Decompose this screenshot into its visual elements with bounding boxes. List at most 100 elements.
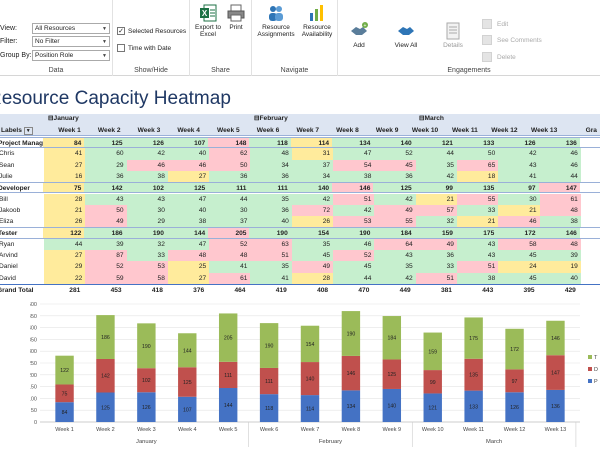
resource-row[interactable]: Jakoob 21 50 30 40 30 36 72 42 49 57 33 21 48 xyxy=(0,204,600,217)
collapse-icon[interactable]: ⊟ xyxy=(48,115,54,122)
heatmap-cell: 39 xyxy=(539,250,581,262)
heatmap-cell: 36 xyxy=(209,170,251,183)
week-header-cell: Week 5 xyxy=(217,127,240,134)
resource-row[interactable]: Arvind 27 87 33 48 48 51 45 52 43 36 43 45 39 xyxy=(0,250,600,262)
add-button[interactable]: + Add xyxy=(344,22,374,49)
handshake-icon xyxy=(398,27,414,35)
heatmap-cell: 18 xyxy=(456,170,499,183)
bar-segment xyxy=(300,362,320,396)
heatmap-cell: 134 xyxy=(332,138,374,148)
heatmap-cell: 55 xyxy=(374,216,416,228)
collapse-icon[interactable]: ⊟ xyxy=(419,115,425,122)
heatmap-cell: 122 xyxy=(43,228,85,238)
heatmap-cell: 133 xyxy=(455,138,498,148)
view-all-button[interactable]: View All xyxy=(390,22,422,49)
data-label: 154 xyxy=(306,342,315,348)
resource-row[interactable]: Sean 27 29 46 46 50 34 37 54 45 35 65 43 46 xyxy=(0,159,600,171)
data-label: 125 xyxy=(183,380,192,386)
print-label: Print xyxy=(229,24,243,31)
resource-availability-button[interactable]: Resource Availability xyxy=(298,4,336,38)
heatmap-cell: 43 xyxy=(456,238,499,250)
heatmap-cell: 33 xyxy=(126,250,168,262)
heatmap-cell: 26 xyxy=(44,216,86,228)
heatmap-cell: 51 xyxy=(415,272,457,284)
delete-button[interactable]: Delete xyxy=(482,52,516,62)
heatmap-cell: 159 xyxy=(414,228,456,238)
month-header-row: ⊟January ⊟February ⊟March xyxy=(0,114,600,126)
month-header-january[interactable]: ⊟January xyxy=(48,114,79,122)
role-group-row[interactable]: Developer 75 142 102 125 111 111 140 146 125 99 135… xyxy=(0,182,600,194)
resource-row[interactable]: Julie 16 36 38 27 36 36 34 38 36 42 18 41 44 xyxy=(0,170,600,183)
heatmap-cell: 190 xyxy=(125,228,167,238)
bar-segment xyxy=(546,355,565,390)
details-button[interactable]: Details xyxy=(438,22,468,49)
print-button[interactable]: Print xyxy=(224,4,248,31)
heatmap-cell: 25 xyxy=(167,261,210,273)
heatmap-cell: 43 xyxy=(456,250,499,262)
bar-segment xyxy=(218,361,238,389)
bar-segment xyxy=(423,332,442,371)
view-select[interactable]: All Resources ▼ xyxy=(32,23,110,34)
checkbox-checked[interactable]: ✓ xyxy=(117,27,125,35)
x-tick-label: Week 5 xyxy=(219,427,238,433)
heatmap-cell: 21 xyxy=(498,204,540,217)
role-group-row[interactable]: Project Manager8412512610714811811413414… xyxy=(0,137,600,149)
navigate-group-label: Navigate xyxy=(280,67,309,74)
heatmap-cell: 75 xyxy=(43,183,85,193)
heatmap-cell: 44 xyxy=(333,272,375,284)
heatmap-cell: 44 xyxy=(415,148,457,160)
data-label: 84 xyxy=(62,410,68,416)
bar-segment xyxy=(341,390,361,422)
heatmap-cell: 136 xyxy=(538,138,580,148)
x-tick-label: Week 8 xyxy=(342,427,361,433)
collapse-icon[interactable]: ⊟ xyxy=(254,115,260,122)
role-group-row[interactable]: Tester1221861901442051901541901841591751… xyxy=(0,227,600,239)
heatmap-cell: 49 xyxy=(374,204,416,217)
heatmap-cell: 46 xyxy=(333,238,375,250)
heatmap-cell: 72 xyxy=(291,204,334,217)
filter-select[interactable]: No Filter ▼ xyxy=(32,36,110,47)
heatmap-cell: 32 xyxy=(126,238,168,250)
data-label: 142 xyxy=(101,374,110,380)
time-with-date-checkbox[interactable]: Time with Date xyxy=(117,44,171,52)
selected-resources-label: Selected Resources xyxy=(128,27,187,35)
filter-dropdown-icon[interactable]: ▼ xyxy=(23,127,33,135)
y-tick-label: 0 xyxy=(34,420,37,426)
export-excel-button[interactable]: X Export to Excel xyxy=(192,4,224,38)
resource-row[interactable]: Ryan 44 39 32 47 52 63 35 46 64 49 43 58 48 xyxy=(0,238,600,250)
printer-icon xyxy=(227,4,245,22)
chart-svg: 0 50 100 150 200 250 300 350 400 450 500 84 75 122 Wee… xyxy=(28,302,598,447)
data-label: 144 xyxy=(224,403,233,409)
month-header-february[interactable]: ⊟February xyxy=(254,114,288,122)
selected-resources-checkbox[interactable]: ✓ Selected Resources xyxy=(117,27,186,35)
heatmap-cell: 28 xyxy=(44,193,86,205)
labels-header[interactable]: Labels ▼ xyxy=(0,125,44,135)
bar-segment xyxy=(546,389,565,422)
month-header-march[interactable]: ⊟March xyxy=(419,114,444,122)
bar-segment xyxy=(137,323,156,369)
heatmap-cell: 49 xyxy=(85,216,127,228)
checkbox-unchecked[interactable] xyxy=(117,44,125,52)
row-label: Arvind xyxy=(0,252,18,259)
legend-swatch xyxy=(588,379,592,383)
groupby-select[interactable]: Position Role ▼ xyxy=(32,50,110,61)
data-label: 126 xyxy=(142,405,151,411)
heatmap-cell: 27 xyxy=(44,159,86,171)
resource-row[interactable]: Daniel 29 52 53 25 41 35 49 45 35 33 51 24 19 xyxy=(0,261,600,273)
excel-icon: X xyxy=(200,4,217,22)
data-label: 144 xyxy=(183,348,192,354)
see-comments-button[interactable]: See Comments xyxy=(482,35,542,45)
week-header-cell: Week 8 xyxy=(336,127,359,134)
resource-row[interactable]: David 22 59 58 27 61 41 28 44 42 51 38 45 40 xyxy=(0,272,600,284)
resource-row[interactable]: Bill 28 43 43 47 44 35 42 51 42 21 55 30 61 xyxy=(0,193,600,205)
heatmap-cell: 36 xyxy=(250,170,292,183)
resource-row[interactable]: Chris 41 60 42 40 62 48 31 47 52 44 50 42 46 xyxy=(0,148,600,160)
edit-button[interactable]: Edit xyxy=(482,19,508,29)
grand-total-row[interactable]: Grand Total 281 453 418 376 464 419 408 470 449 38… xyxy=(0,283,600,295)
heatmap-cell: 21 xyxy=(415,193,457,205)
resource-assignments-button[interactable]: Resource Assignments xyxy=(254,4,298,38)
heatmap-cell: 62 xyxy=(209,148,251,160)
resource-row[interactable]: Eliza 26 49 29 38 37 40 26 53 55 32 21 46 38 xyxy=(0,216,600,228)
heatmap-cell: 29 xyxy=(85,159,127,171)
data-label: 186 xyxy=(101,335,110,341)
